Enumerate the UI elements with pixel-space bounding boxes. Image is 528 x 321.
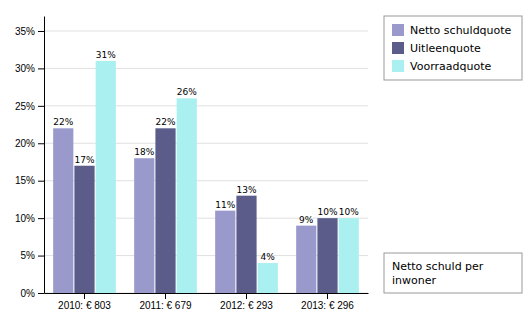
x-tick-mark: [84, 293, 85, 299]
x-axis-line: [45, 293, 369, 294]
y-tick: 15%: [15, 175, 44, 186]
data-label: 17%: [74, 155, 94, 165]
y-tick-label: 10%: [15, 213, 35, 224]
data-label: 4%: [261, 252, 276, 262]
x-tick: 2012: € 293: [220, 293, 273, 311]
bar: [317, 218, 337, 293]
data-label: 22%: [155, 117, 175, 127]
legend-item: Netto schuldquote: [392, 24, 512, 37]
data-label: 9%: [299, 215, 314, 225]
y-tick: 0%: [21, 288, 44, 299]
bar: [155, 128, 175, 293]
y-tick-mark: [38, 143, 44, 144]
grid-line: [44, 143, 368, 144]
legend-label: Netto schuldquote: [410, 24, 512, 37]
x-tick-mark: [165, 293, 166, 299]
y-tick: 30%: [15, 63, 44, 74]
y-tick-mark: [38, 31, 44, 32]
legend: Netto schuldquote Uitleenquote Voorraadquo…: [384, 16, 522, 80]
x-tick-label: 2013: € 296: [301, 300, 354, 311]
x-tick-label: 2011: € 679: [139, 300, 192, 311]
x-tick: 2010: € 803: [58, 293, 111, 311]
y-axis: 0% 5% 10% 15% 20% 25% 30% 35%: [15, 17, 45, 299]
bar: [177, 98, 197, 293]
note: Netto schuld perinwoner: [384, 253, 522, 293]
data-label: 22%: [53, 117, 73, 127]
legend-item: Uitleenquote: [392, 42, 481, 55]
y-tick-mark: [38, 68, 44, 69]
legend-label: Uitleenquote: [410, 42, 481, 55]
data-label: 26%: [177, 87, 197, 97]
plot: 22% 18% 11% 9% 17% 22% 13% 10% 31% 26% 4% 10% 0% 5% 10…: [15, 17, 369, 312]
y-tick: 20%: [15, 138, 44, 149]
data-labels: 22% 18% 11% 9% 17% 22% 13% 10% 31% 26% 4% 10%: [53, 50, 359, 262]
x-tick: 2011: € 679: [139, 293, 192, 311]
y-tick: 35%: [15, 26, 44, 37]
y-tick-label: 30%: [15, 63, 35, 74]
x-tick-mark: [246, 293, 247, 299]
y-tick-label: 35%: [15, 26, 35, 37]
data-label: 13%: [236, 185, 256, 195]
data-label: 10%: [317, 207, 337, 217]
y-tick-label: 5%: [21, 250, 36, 261]
bars: [53, 61, 359, 293]
data-label: 18%: [134, 147, 154, 157]
x-tick: 2013: € 296: [301, 293, 354, 311]
data-label: 31%: [96, 50, 116, 60]
y-tick-mark: [38, 218, 44, 219]
grid-line: [44, 30, 368, 31]
y-tick-mark: [38, 256, 44, 257]
grid-line: [44, 105, 368, 106]
note-text: Netto schuld perinwoner: [392, 260, 484, 287]
bar: [134, 158, 154, 293]
y-tick-mark: [38, 106, 44, 107]
grid: [44, 31, 368, 293]
bar: [74, 166, 94, 293]
y-tick: 10%: [15, 213, 44, 224]
bar: [296, 226, 316, 293]
y-tick-label: 20%: [15, 138, 35, 149]
y-tick-label: 25%: [15, 101, 35, 112]
note-frame: [384, 253, 522, 293]
data-label: 11%: [215, 200, 235, 210]
legend-item: Voorraadquote: [392, 60, 491, 73]
legend-swatch: [392, 60, 404, 72]
y-tick-mark: [38, 293, 44, 294]
legend-label: Voorraadquote: [410, 60, 491, 73]
y-tick: 25%: [15, 101, 44, 112]
y-tick-mark: [38, 181, 44, 182]
y-tick: 5%: [21, 250, 44, 261]
bar: [258, 263, 278, 293]
chart: 22% 18% 11% 9% 17% 22% 13% 10% 31% 26% 4% 10% 0% 5% 10…: [0, 0, 528, 321]
data-label: 10%: [339, 207, 359, 217]
x-axis: 2010: € 803 2011: € 679 2012: € 293 2013: €…: [45, 293, 369, 311]
x-tick-label: 2010: € 803: [58, 300, 111, 311]
bar: [96, 61, 116, 293]
y-tick-label: 0%: [21, 288, 36, 299]
note-line: Netto schuld per: [392, 260, 484, 273]
bar: [53, 128, 73, 293]
note-line: inwoner: [392, 274, 436, 287]
grid-line: [44, 68, 368, 69]
y-axis-line: [44, 17, 45, 294]
legend-swatch: [392, 24, 404, 36]
bar: [236, 196, 256, 293]
y-tick-label: 15%: [15, 175, 35, 186]
bar: [215, 211, 235, 293]
legend-frame: [384, 16, 522, 80]
x-tick-label: 2012: € 293: [220, 300, 273, 311]
bar: [339, 218, 359, 293]
x-tick-mark: [327, 293, 328, 299]
legend-swatch: [392, 42, 404, 54]
